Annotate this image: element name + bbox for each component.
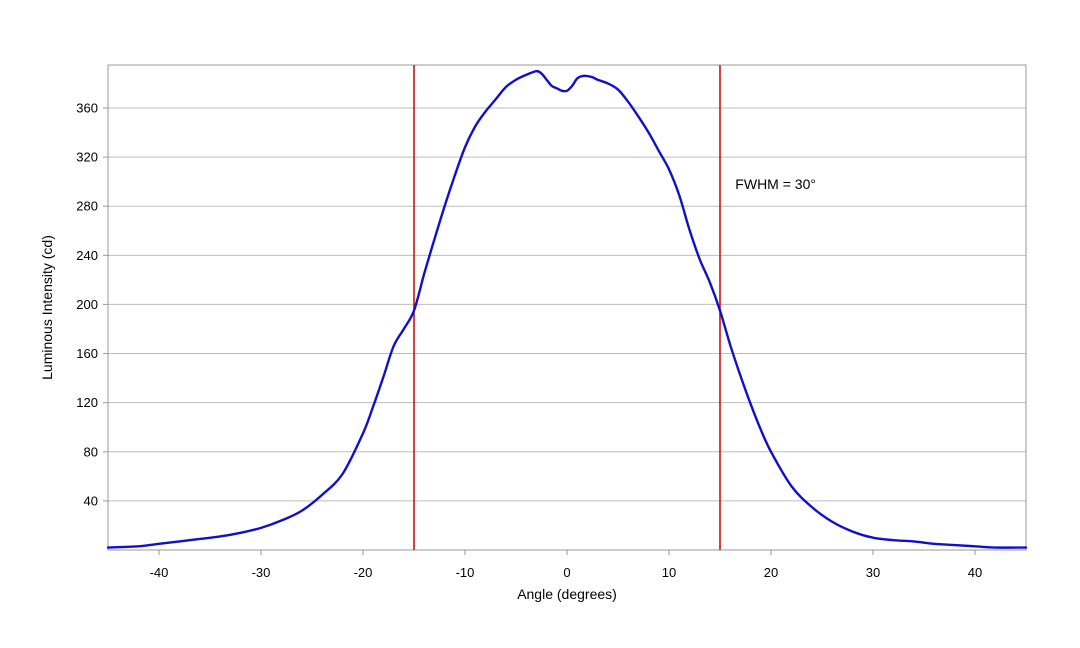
x-tick-label: 10	[662, 565, 676, 580]
x-tick-label: -20	[354, 565, 373, 580]
y-tick-label: 240	[76, 248, 98, 263]
y-tick-label: 200	[76, 297, 98, 312]
y-tick-label: 360	[76, 100, 98, 115]
y-tick-label: 120	[76, 395, 98, 410]
x-tick-label: 40	[968, 565, 982, 580]
x-axis-label: Angle (degrees)	[517, 586, 617, 602]
series-group	[106, 69, 1028, 549]
y-tick-label: 40	[84, 493, 98, 508]
x-tick-label: 30	[866, 565, 880, 580]
x-tick-label: 0	[563, 565, 570, 580]
x-tick-label: 20	[764, 565, 778, 580]
annotation-fwhm: FWHM = 30°	[735, 176, 816, 192]
x-tick-label: -30	[252, 565, 271, 580]
x-tick-label: -40	[150, 565, 169, 580]
y-axis-ticks: 40 80 120 160 200 240 280 320 360	[76, 100, 108, 508]
y-tick-label: 320	[76, 150, 98, 165]
gridlines	[108, 107, 1026, 502]
y-tick-label: 160	[76, 346, 98, 361]
annotations: FWHM = 30°	[735, 176, 816, 192]
y-tick-label: 80	[84, 444, 98, 459]
x-tick-label: -10	[456, 565, 475, 580]
x-axis-ticks: -40 -30 -20 -10 0 10 20 30 40	[150, 550, 982, 580]
y-axis-label: Luminous Intensity (cd)	[39, 235, 55, 380]
series-line-0	[106, 69, 1028, 549]
y-tick-label: 280	[76, 199, 98, 214]
